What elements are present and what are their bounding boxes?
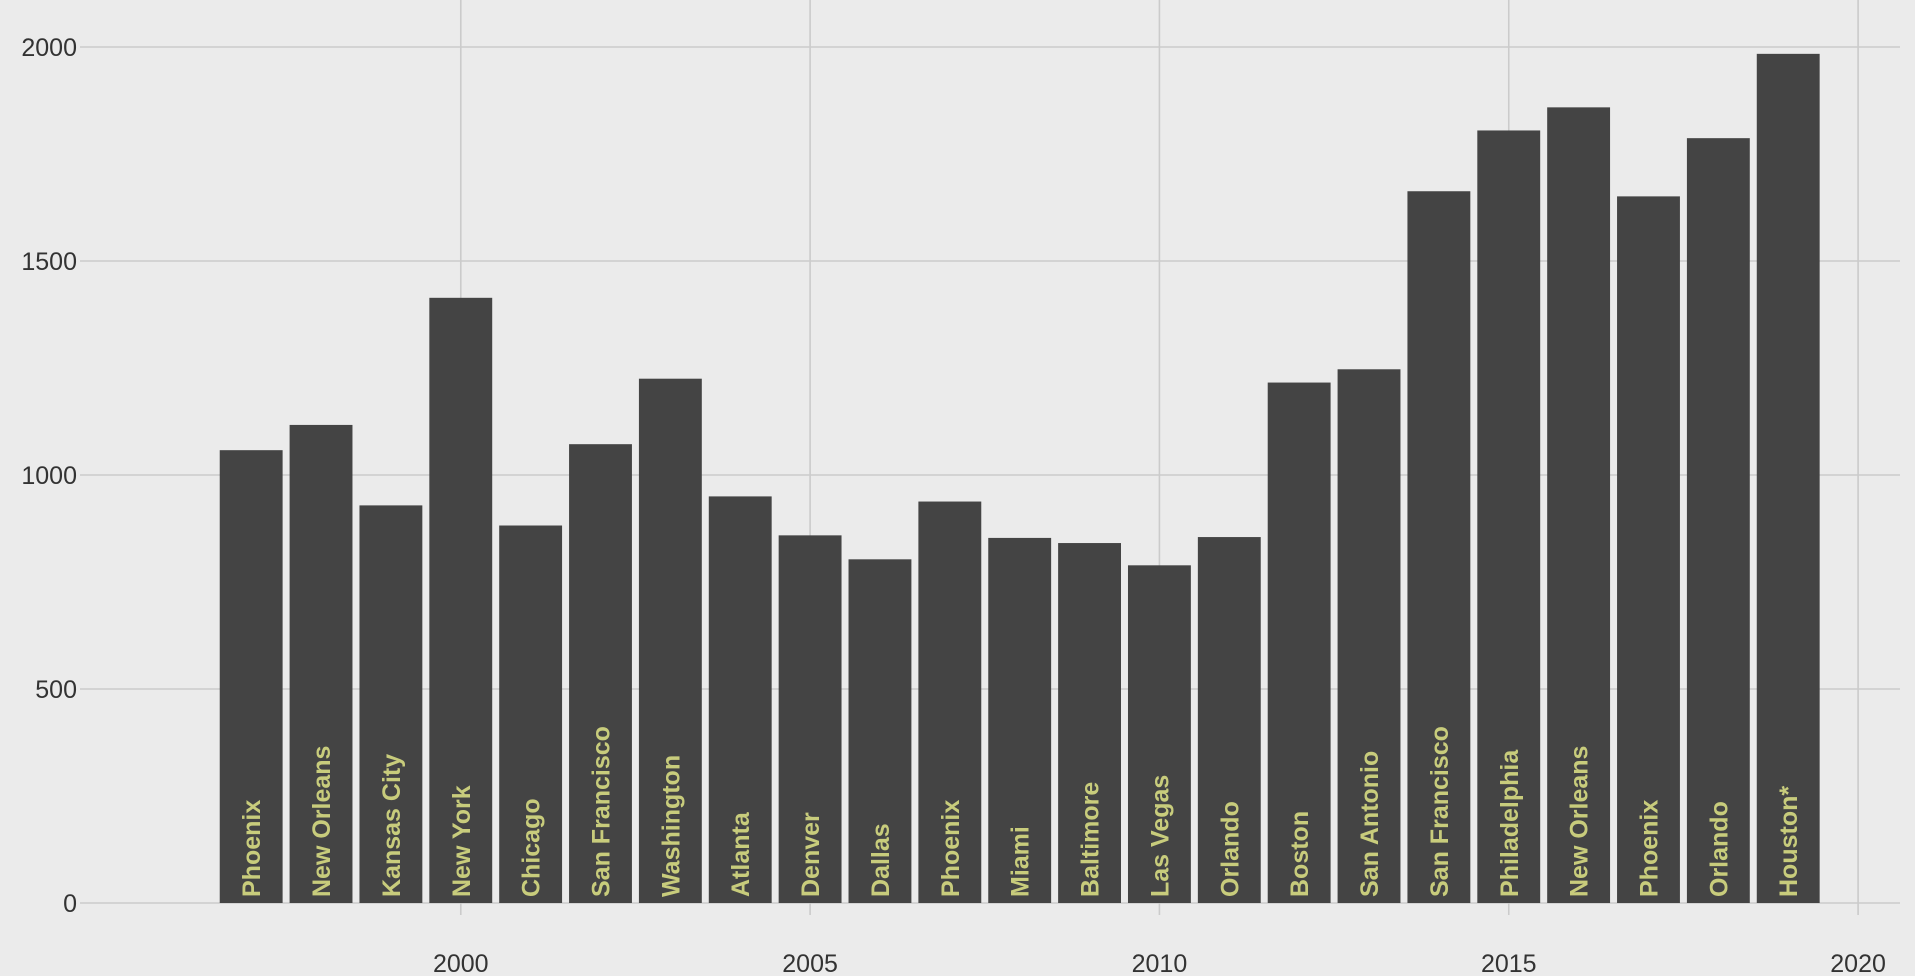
bar-label-2015: Philadelphia: [1496, 749, 1524, 897]
bar-label-2005: Denver: [797, 812, 825, 897]
bar-1999: [359, 505, 423, 903]
bar-2005: [778, 535, 842, 903]
bar-label-2003: Washington: [657, 755, 685, 897]
bar-label-2006: Dallas: [867, 823, 895, 897]
bar-2000: [429, 297, 493, 904]
bar-2012: [1267, 382, 1331, 903]
bar-2018: [1686, 138, 1750, 903]
x-tick-label-2005: 2005: [782, 950, 838, 976]
bar-2004: [708, 496, 772, 903]
bar-labels: Phoenix New Orleans Kansas City New York Chi…: [238, 726, 1803, 897]
bar-2009: [1058, 543, 1121, 903]
bar-label-2013: San Antonio: [1356, 751, 1384, 897]
y-tick-label-1500: 1500: [21, 248, 77, 276]
bar-2008: [988, 537, 1052, 903]
bar-2017: [1617, 196, 1680, 903]
bar-2015: [1477, 130, 1541, 903]
bar-label-2002: San Francisco: [587, 726, 615, 897]
bar-label-2016: New Orleans: [1566, 746, 1594, 897]
bar-1998: [289, 424, 353, 903]
bar-label-2010: Las Vegas: [1146, 775, 1174, 897]
bar-2014: [1407, 191, 1471, 904]
y-tick-label-1000: 1000: [21, 462, 77, 490]
bar-label-1999: Kansas City: [378, 754, 406, 897]
bar-1997: [219, 450, 283, 903]
bar-label-2018: Orlando: [1705, 801, 1733, 897]
bar-label-1997: Phoenix: [238, 800, 266, 897]
bar-2010: [1127, 565, 1191, 903]
x-axis-ticks: 2000 2005 2010 2015 2020: [433, 950, 1886, 976]
bar-2016: [1547, 107, 1611, 903]
x-tick-label-2010: 2010: [1132, 950, 1188, 976]
y-tick-label-500: 500: [35, 676, 77, 704]
bar-label-2007: Phoenix: [937, 800, 965, 897]
bar-2006: [848, 559, 912, 903]
bar-label-2017: Phoenix: [1635, 800, 1663, 897]
bar-label-2019: Houston*: [1775, 786, 1803, 897]
bar-label-1998: New Orleans: [308, 746, 336, 897]
bar-label-2009: Baltimore: [1077, 782, 1105, 897]
bar-label-2004: Atlanta: [727, 811, 755, 897]
bar-2007: [918, 501, 982, 903]
bars: [219, 53, 1820, 904]
x-tick-label-2015: 2015: [1481, 950, 1537, 976]
bar-label-2001: Chicago: [518, 798, 546, 897]
y-tick-label-0: 0: [63, 890, 77, 918]
x-tick-label-2020: 2020: [1830, 950, 1886, 976]
bar-label-2014: San Francisco: [1426, 726, 1454, 897]
bar-label-2011: Orlando: [1216, 801, 1244, 897]
y-axis-ticks: 0 500 1000 1500 2000: [21, 34, 77, 918]
bar-2011: [1197, 537, 1261, 903]
bar-2002: [569, 444, 632, 903]
bar-2013: [1337, 369, 1401, 903]
x-tick-label-2000: 2000: [433, 950, 489, 976]
bar-label-2008: Miami: [1007, 826, 1035, 897]
bar-label-2000: New York: [448, 785, 476, 897]
bar-2001: [499, 525, 563, 903]
y-tick-label-2000: 2000: [21, 34, 77, 62]
bar-label-2012: Boston: [1286, 811, 1314, 897]
bar-2019: [1756, 53, 1820, 903]
bar-2003: [638, 378, 702, 903]
